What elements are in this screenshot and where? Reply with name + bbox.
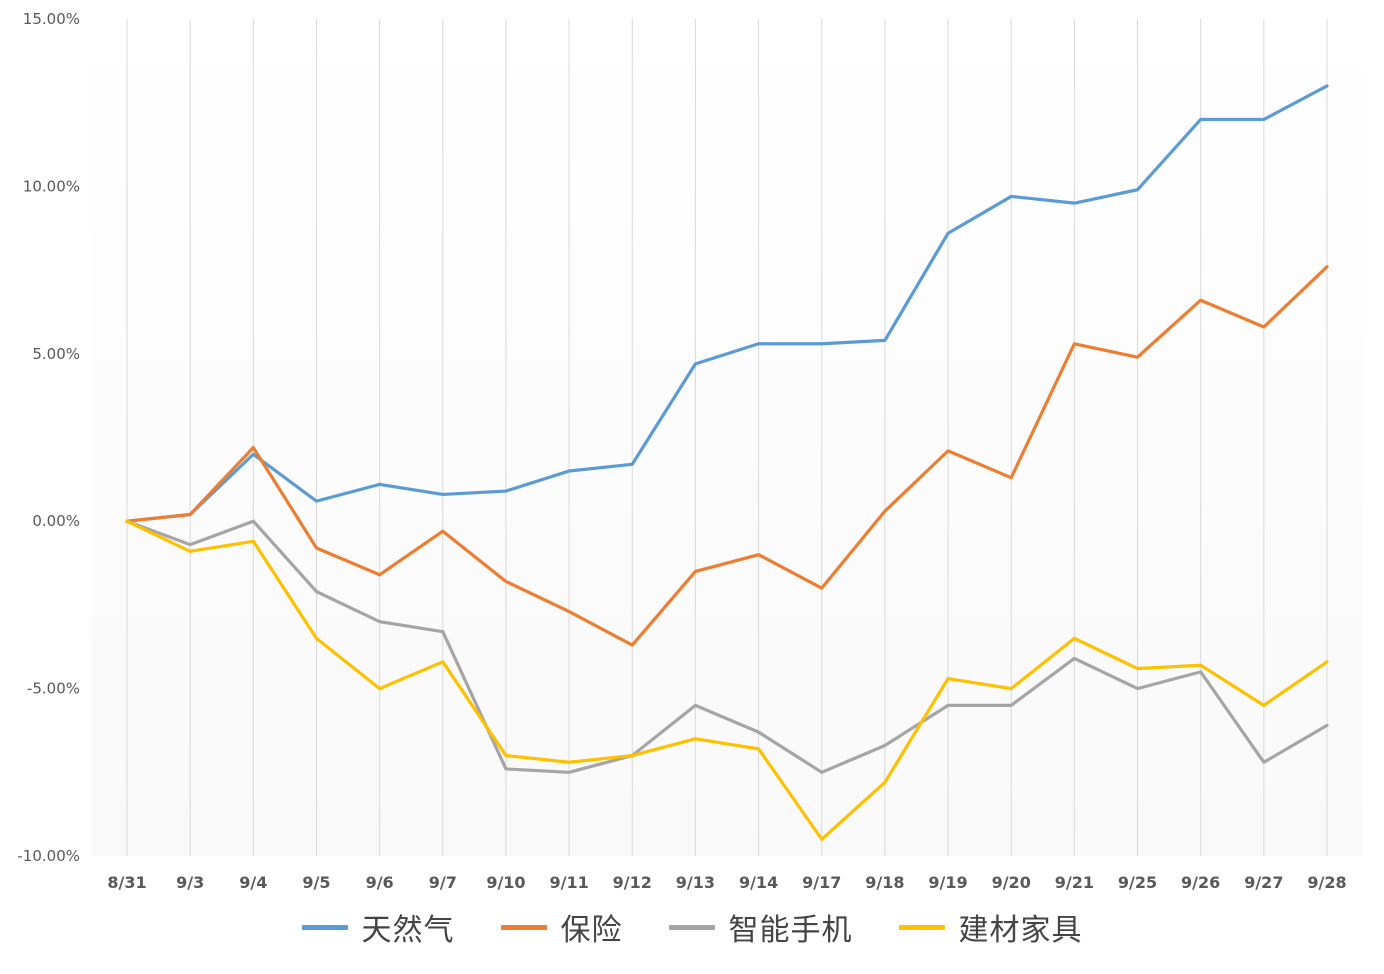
legend-item-0: 天然气 — [301, 905, 455, 949]
x-tick-label: 9/5 — [302, 873, 330, 892]
x-tick-label: 9/3 — [176, 873, 204, 892]
x-tick-label: 9/11 — [549, 873, 588, 892]
legend-swatch — [301, 924, 348, 930]
x-tick-label: 9/13 — [676, 873, 715, 892]
x-axis-labels: 8/31 9/3 9/4 9/5 9/6 9/7 9/10 9/11 9/12 9/13 9/14 9… — [107, 873, 1346, 892]
y-tick-label: 5.00% — [32, 345, 80, 363]
x-tick-label: 9/4 — [239, 873, 267, 892]
legend-swatch — [668, 924, 715, 930]
x-tick-label: 9/17 — [802, 873, 841, 892]
legend-label: 智能手机 — [728, 913, 853, 948]
legend-swatch — [898, 924, 945, 930]
series-line-2 — [125, 519, 1329, 774]
x-tick-label: 9/25 — [1118, 873, 1157, 892]
x-tick-label: 9/18 — [865, 873, 904, 892]
legend-label: 建材家具 — [958, 913, 1083, 948]
x-tick-label: 9/28 — [1307, 873, 1346, 892]
legend-label: 保险 — [560, 913, 623, 948]
x-tick-label: 9/21 — [1055, 873, 1094, 892]
legend-swatch — [500, 924, 547, 930]
plot-background — [92, 9, 1362, 856]
legend-item-2: 智能手机 — [668, 905, 853, 949]
x-tick-label: 9/26 — [1181, 873, 1220, 892]
legend-item-1: 保险 — [500, 905, 623, 949]
x-tick-label: 9/7 — [429, 873, 457, 892]
y-tick-label: 15.00% — [23, 10, 80, 28]
x-tick-label: 9/14 — [739, 873, 778, 892]
line-chart: 15.00% 10.00% 5.00% 0.00% -5.00% -10.00% 8/31 9… — [17, 9, 1362, 892]
y-tick-label: 10.00% — [23, 177, 80, 195]
legend-label: 天然气 — [361, 913, 455, 948]
x-tick-label: 9/20 — [992, 873, 1031, 892]
x-tick-label: 9/6 — [366, 873, 394, 892]
series-line-3 — [125, 519, 1329, 841]
y-tick-label: -5.00% — [27, 680, 80, 698]
x-tick-label: 9/10 — [486, 873, 525, 892]
x-tick-label: 9/12 — [613, 873, 652, 892]
series-line-1 — [125, 265, 1329, 647]
legend-item-3: 建材家具 — [898, 905, 1083, 949]
y-axis-labels: 15.00% 10.00% 5.00% 0.00% -5.00% -10.00% — [17, 10, 80, 865]
y-tick-label: 0.00% — [32, 512, 80, 530]
y-tick-label: -10.00% — [17, 847, 80, 865]
vertical-gridlines — [126, 19, 1328, 856]
x-tick-label: 9/19 — [928, 873, 967, 892]
x-tick-label: 9/27 — [1244, 873, 1283, 892]
chart-legend: 天然气 保险 智能手机 建材家具 — [0, 905, 1384, 949]
x-tick-label: 8/31 — [107, 873, 146, 892]
series-line-0 — [125, 84, 1329, 523]
